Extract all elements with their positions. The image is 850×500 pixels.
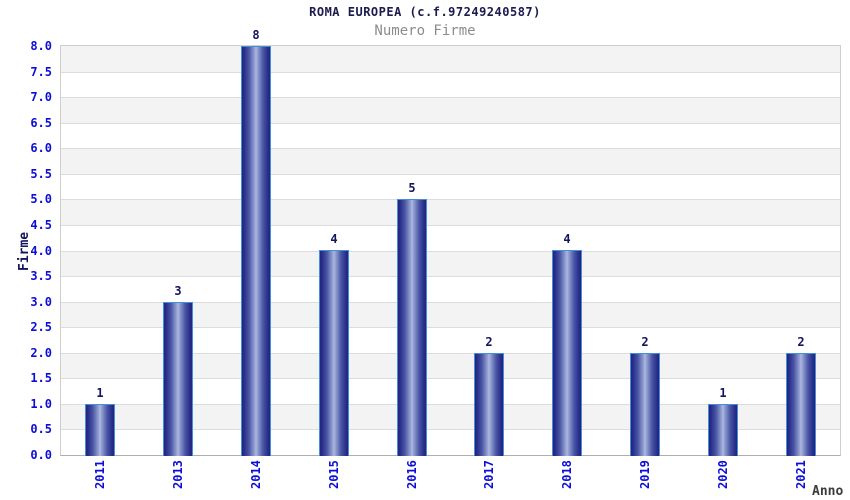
- gridline: [61, 225, 840, 226]
- grid-band: [61, 123, 840, 148]
- grid-band: [61, 251, 840, 276]
- bar: [85, 404, 115, 456]
- bar: [241, 46, 271, 456]
- y-tick-label: 3.5: [30, 269, 52, 283]
- bar: [474, 353, 504, 456]
- y-tick-label: 0.0: [30, 448, 52, 462]
- bar: [786, 353, 816, 456]
- bar: [319, 250, 349, 456]
- bar-value-label: 3: [174, 284, 182, 298]
- y-tick-label: 4.0: [30, 244, 52, 258]
- x-axis-title: Anno: [812, 484, 844, 499]
- gridline: [61, 378, 840, 379]
- x-tick-label: 2020: [716, 460, 730, 489]
- bar-value-label: 8: [252, 28, 260, 42]
- x-tick-label: 2018: [560, 460, 574, 489]
- grid-band: [61, 72, 840, 97]
- grid-band: [61, 148, 840, 174]
- y-tick-label: 8.0: [30, 39, 52, 53]
- y-tick-label: 6.5: [30, 116, 52, 130]
- bar-value-label: 2: [641, 335, 649, 349]
- gridline: [61, 404, 840, 405]
- x-tick-label: 2015: [327, 460, 341, 489]
- bar-value-label: 1: [719, 386, 727, 400]
- bar-value-label: 2: [485, 335, 493, 349]
- x-tick-label: 2013: [171, 460, 185, 489]
- y-tick-label: 5.5: [30, 167, 52, 181]
- y-tick-label: 1.0: [30, 397, 52, 411]
- gridline: [61, 251, 840, 252]
- y-tick-label: 3.0: [30, 295, 52, 309]
- bar-value-label: 1: [96, 386, 104, 400]
- grid-band: [61, 174, 840, 199]
- bar: [163, 302, 193, 456]
- y-tick-label: 2.5: [30, 320, 52, 334]
- bar-value-label: 4: [330, 232, 338, 246]
- y-tick-label: 1.5: [30, 371, 52, 385]
- gridline: [61, 199, 840, 200]
- grid-band: [61, 199, 840, 225]
- gridline: [61, 72, 840, 73]
- bar-value-label: 5: [408, 181, 416, 195]
- gridline: [61, 353, 840, 354]
- x-tick-label: 2021: [794, 460, 808, 489]
- gridline: [61, 327, 840, 328]
- y-tick-label: 5.0: [30, 192, 52, 206]
- bar: [708, 404, 738, 456]
- bar: [552, 250, 582, 456]
- y-tick-label: 0.5: [30, 422, 52, 436]
- bar-value-label: 4: [563, 232, 571, 246]
- y-tick-label: 7.0: [30, 90, 52, 104]
- gridline: [61, 276, 840, 277]
- gridline: [61, 123, 840, 124]
- grid-band: [61, 46, 840, 72]
- gridline: [61, 429, 840, 430]
- x-tick-label: 2014: [249, 460, 263, 489]
- bar: [397, 199, 427, 456]
- chart-subtitle: Numero Firme: [374, 23, 476, 39]
- gridline: [61, 148, 840, 149]
- y-tick-label: 6.0: [30, 141, 52, 155]
- bar: [630, 353, 660, 456]
- gridline: [61, 302, 840, 303]
- grid-band: [61, 97, 840, 123]
- y-tick-label: 2.0: [30, 346, 52, 360]
- x-tick-label: 2011: [93, 460, 107, 489]
- gridline: [61, 174, 840, 175]
- grid-band: [61, 225, 840, 251]
- bar-value-label: 2: [797, 335, 805, 349]
- chart-title: ROMA EUROPEA (c.f.97249240587): [309, 5, 541, 19]
- x-tick-label: 2019: [638, 460, 652, 489]
- x-tick-label: 2017: [482, 460, 496, 489]
- y-tick-label: 7.5: [30, 65, 52, 79]
- y-tick-label: 4.5: [30, 218, 52, 232]
- gridline: [61, 97, 840, 98]
- x-tick-label: 2016: [405, 460, 419, 489]
